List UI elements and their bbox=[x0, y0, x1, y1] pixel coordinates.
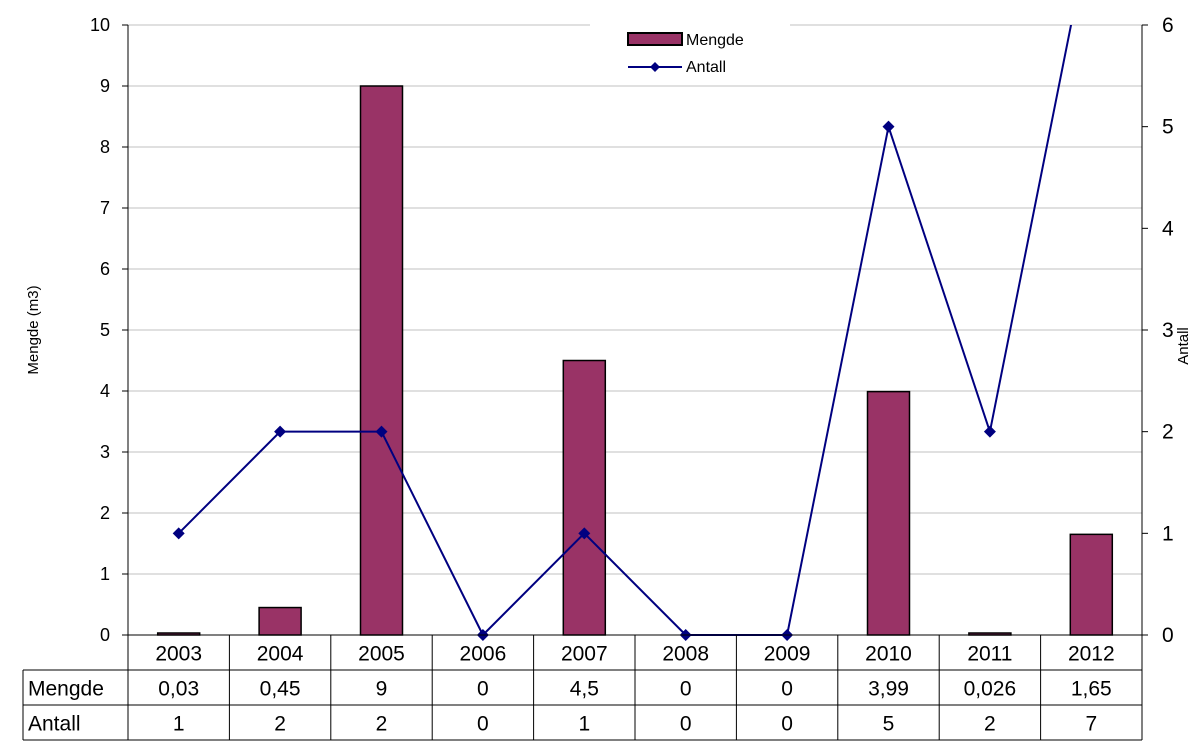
bar-mengde-2005 bbox=[359, 85, 404, 636]
right-axis-title: Antall bbox=[1175, 327, 1192, 365]
left-tick-label: 0 bbox=[100, 625, 110, 645]
category-label-2010: 2010 bbox=[865, 643, 912, 666]
category-label-2011: 2011 bbox=[967, 643, 1012, 666]
category-label-2004: 2004 bbox=[257, 643, 304, 666]
bar-mengde-2012 bbox=[1069, 533, 1114, 636]
table-cell: 4,5 bbox=[570, 678, 599, 701]
table-cell: 1 bbox=[578, 713, 590, 736]
marker-antall-2004 bbox=[274, 425, 287, 438]
left-tick-label: 8 bbox=[100, 137, 110, 157]
left-tick-label: 4 bbox=[100, 381, 110, 401]
table-cell: 1,65 bbox=[1071, 678, 1112, 701]
table-cell: 2 bbox=[984, 713, 996, 736]
line-antall bbox=[177, 25, 1073, 637]
table-cell: 3,99 bbox=[868, 678, 909, 701]
table-cell: 0,03 bbox=[158, 678, 199, 701]
table-cell: 0 bbox=[477, 713, 489, 736]
right-tick-label: 0 bbox=[1162, 624, 1174, 647]
category-label-2007: 2007 bbox=[561, 643, 608, 666]
left-axis-ticks: 0 1 2 3 4 5 6 7 8 9 10 bbox=[90, 15, 128, 645]
left-tick-label: 5 bbox=[100, 320, 110, 340]
table-cell: 0 bbox=[477, 678, 489, 701]
right-tick-label: 6 bbox=[1162, 14, 1174, 37]
right-axis-ticks: 0 1 2 3 4 5 6 bbox=[1142, 14, 1174, 647]
table-cell: 5 bbox=[883, 713, 895, 736]
table-row-label: Mengde bbox=[28, 678, 104, 701]
table-cell: 7 bbox=[1085, 713, 1097, 736]
right-tick-label: 5 bbox=[1162, 116, 1174, 139]
table-cell: 9 bbox=[376, 678, 388, 701]
left-tick-label: 10 bbox=[90, 15, 110, 35]
right-tick-label: 2 bbox=[1162, 421, 1174, 444]
marker-antall-2003 bbox=[172, 527, 185, 540]
left-tick-label: 7 bbox=[100, 198, 110, 218]
marker-antall-2011 bbox=[983, 425, 996, 438]
category-label-2008: 2008 bbox=[662, 643, 709, 666]
table-cell: 0,026 bbox=[964, 678, 1017, 701]
left-axis-title: Mengde (m3) bbox=[25, 285, 42, 374]
bar-mengde-2007 bbox=[562, 359, 607, 636]
line-series-antall bbox=[172, 25, 1073, 641]
bar-mengde-2004 bbox=[258, 606, 302, 636]
category-label-2006: 2006 bbox=[460, 643, 507, 666]
category-label-2003: 2003 bbox=[155, 643, 202, 666]
legend: Mengde Antall bbox=[590, 24, 790, 76]
category-label-2005: 2005 bbox=[358, 643, 405, 666]
table-cell: 0 bbox=[680, 713, 692, 736]
legend-label-mengde: Mengde bbox=[686, 32, 744, 49]
table-cell: 0 bbox=[680, 678, 692, 701]
left-tick-label: 1 bbox=[100, 564, 110, 584]
left-tick-label: 2 bbox=[100, 503, 110, 523]
legend-swatch-mengde bbox=[627, 32, 683, 46]
marker-antall-2010 bbox=[882, 120, 895, 133]
table-cell: 0 bbox=[781, 713, 793, 736]
table-cell: 1 bbox=[173, 713, 185, 736]
table-row-label: Antall bbox=[28, 713, 81, 736]
legend-background bbox=[590, 24, 790, 76]
table-cell: 0 bbox=[781, 678, 793, 701]
table-cell: 2 bbox=[274, 713, 286, 736]
bar-series-mengde bbox=[156, 85, 1114, 636]
left-tick-label: 6 bbox=[100, 259, 110, 279]
marker-antall-2005 bbox=[375, 425, 388, 438]
legend-marker-antall bbox=[650, 62, 660, 72]
right-tick-label: 4 bbox=[1162, 217, 1174, 240]
table-cell: 2 bbox=[376, 713, 388, 736]
category-label-2012: 2012 bbox=[1068, 643, 1115, 666]
left-tick-label: 3 bbox=[100, 442, 110, 462]
right-tick-label: 1 bbox=[1162, 522, 1174, 545]
marker-antall-2007 bbox=[578, 527, 591, 540]
left-tick-label: 9 bbox=[100, 76, 110, 96]
category-label-2009: 2009 bbox=[764, 643, 811, 666]
bar-mengde-2010 bbox=[866, 390, 911, 636]
table-cell: 0,45 bbox=[260, 678, 301, 701]
legend-label-antall: Antall bbox=[686, 59, 726, 76]
right-tick-label: 3 bbox=[1162, 319, 1174, 342]
data-table: 2003 2004 2005 2006 2007 2008 2009 2010 2011 2012… bbox=[22, 635, 1143, 741]
gridlines bbox=[128, 24, 1142, 575]
